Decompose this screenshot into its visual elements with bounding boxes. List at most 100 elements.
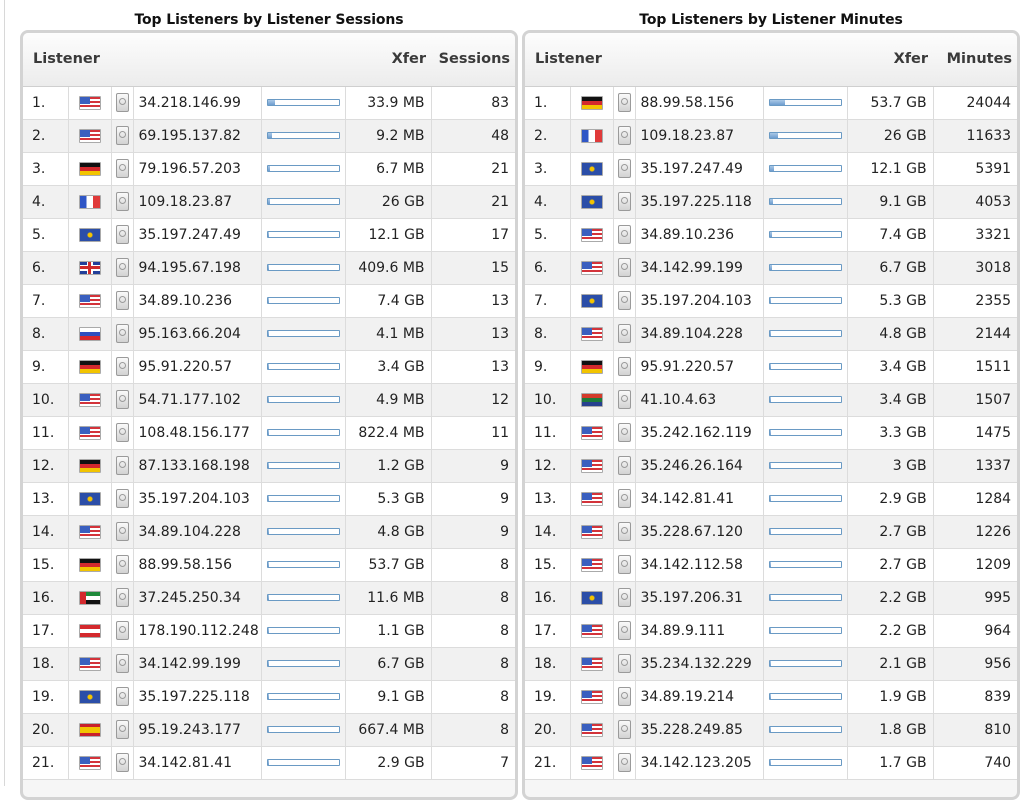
media-player-icon [617,753,631,772]
listener-ip[interactable]: 35.228.67.120 [635,515,764,549]
minutes-column-header[interactable]: Minutes [933,33,1017,87]
listener-column-header[interactable]: Listener [23,33,262,87]
listener-ip[interactable]: 109.18.23.87 [635,119,764,153]
media-player-icon [617,456,631,475]
listener-ip[interactable]: 35.197.225.118 [133,680,262,714]
listener-ip[interactable]: 79.196.57.203 [133,152,262,186]
xfer-cell: 12.1 GB [345,218,432,252]
listener-ip[interactable]: 95.91.220.57 [635,350,764,384]
share-bar-fill [769,298,772,303]
listener-ip[interactable]: 35.197.247.49 [133,218,262,252]
count-cell: 11 [431,416,515,450]
listener-ip[interactable]: 34.142.112.58 [635,548,764,582]
listener-ip[interactable]: 34.142.81.41 [133,746,262,780]
count-cell: 839 [933,680,1017,714]
media-player-icon [617,390,631,409]
share-bar-cell [763,185,848,219]
share-bar-fill [769,100,786,105]
xfer-cell: 6.7 GB [345,647,432,681]
listener-row: 15. 88.99.58.156 53.7 GB 8 [23,548,515,582]
player-cell [111,119,134,153]
listener-row: 13. 35.197.204.103 5.3 GB 9 [23,482,515,516]
listener-row: 19. 35.197.225.118 9.1 GB 8 [23,680,515,714]
country-flag-icon [580,326,603,341]
count-cell: 8 [431,614,515,648]
sessions-column-header[interactable]: Sessions [431,33,515,87]
listener-ip[interactable]: 178.190.112.248 [133,614,262,648]
listener-ip[interactable]: 34.89.10.236 [635,218,764,252]
listener-ip[interactable]: 94.195.67.198 [133,251,262,285]
listener-ip[interactable]: 34.89.10.236 [133,284,262,318]
share-bar [768,561,842,568]
listener-ip[interactable]: 87.133.168.198 [133,449,262,483]
listener-ip[interactable]: 34.89.104.228 [133,515,262,549]
listener-ip[interactable]: 35.242.162.119 [635,416,764,450]
rank-cell: 13. [525,482,571,516]
listener-ip[interactable]: 35.197.247.49 [635,152,764,186]
count-cell: 5391 [933,152,1017,186]
media-player-icon [115,588,129,607]
listener-ip[interactable]: 108.48.156.177 [133,416,262,450]
share-bar [266,726,340,733]
listener-ip[interactable]: 35.197.225.118 [635,185,764,219]
bar-column-header [763,33,848,87]
rank-cell: 9. [525,350,571,384]
xfer-column-header[interactable]: Xfer [345,33,432,87]
count-cell: 1507 [933,383,1017,417]
flag-cell [68,86,112,120]
listener-ip[interactable]: 95.19.243.177 [133,713,262,747]
listener-ip[interactable]: 41.10.4.63 [635,383,764,417]
share-bar-cell [261,218,346,252]
listener-ip[interactable]: 88.99.58.156 [635,86,764,120]
flag-cell [68,713,112,747]
media-player-icon [115,654,129,673]
listener-ip[interactable]: 34.89.104.228 [635,317,764,351]
listener-ip[interactable]: 35.228.249.85 [635,713,764,747]
listener-ip[interactable]: 35.197.206.31 [635,581,764,615]
listener-ip[interactable]: 34.218.146.99 [133,86,262,120]
share-bar-cell [763,284,848,318]
listener-ip[interactable]: 95.163.66.204 [133,317,262,351]
listener-ip[interactable]: 54.71.177.102 [133,383,262,417]
flag-cell [68,515,112,549]
count-cell: 4053 [933,185,1017,219]
listener-row: 21. 34.142.123.205 1.7 GB 740 [525,746,1017,780]
listener-ip[interactable]: 95.91.220.57 [133,350,262,384]
flag-cell [68,317,112,351]
rank-cell: 16. [525,581,571,615]
share-bar-fill [769,760,771,765]
listener-ip[interactable]: 35.246.26.164 [635,449,764,483]
share-bar-cell [763,86,848,120]
listener-ip[interactable]: 35.234.132.229 [635,647,764,681]
media-player-icon [115,489,129,508]
xfer-column-header[interactable]: Xfer [847,33,934,87]
country-flag-icon [78,194,101,209]
listener-ip[interactable]: 69.195.137.82 [133,119,262,153]
listener-ip[interactable]: 34.142.99.199 [635,251,764,285]
country-flag-icon [78,458,101,473]
listener-ip[interactable]: 34.142.123.205 [635,746,764,780]
share-bar [768,462,842,469]
flag-cell [570,284,614,318]
share-bar-cell [261,449,346,483]
share-bar-cell [261,86,346,120]
rank-cell: 8. [23,317,69,351]
listener-ip[interactable]: 35.197.204.103 [133,482,262,516]
listener-ip[interactable]: 34.89.9.111 [635,614,764,648]
xfer-cell: 2.9 GB [847,482,934,516]
player-cell [613,86,636,120]
listener-ip[interactable]: 88.99.58.156 [133,548,262,582]
listener-ip[interactable]: 109.18.23.87 [133,185,262,219]
share-bar-fill [267,760,269,765]
player-cell [111,152,134,186]
listener-ip[interactable]: 34.142.99.199 [133,647,262,681]
listener-ip[interactable]: 35.197.204.103 [635,284,764,318]
listener-ip[interactable]: 37.245.250.34 [133,581,262,615]
share-bar-cell [763,515,848,549]
xfer-cell: 1.1 GB [345,614,432,648]
share-bar-cell [763,746,848,780]
listener-column-header[interactable]: Listener [525,33,764,87]
listener-ip[interactable]: 34.89.19.214 [635,680,764,714]
listener-ip[interactable]: 34.142.81.41 [635,482,764,516]
share-bar-fill [267,430,269,435]
